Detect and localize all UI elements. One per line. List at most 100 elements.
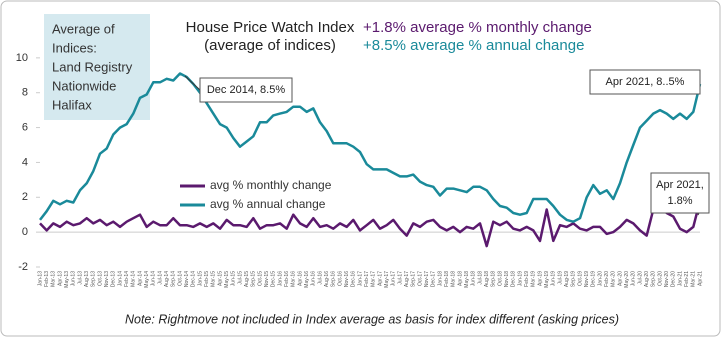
x-tick-label: Aug-14 <box>164 271 170 287</box>
x-tick-label: May-14 <box>144 271 150 288</box>
x-tick-label: Apr-20 <box>617 271 623 286</box>
x-tick-label: Mar-13 <box>51 271 57 287</box>
x-tick-label: Apr-17 <box>377 271 383 286</box>
info-text: Nationwide <box>52 78 116 93</box>
x-tick-label: Mar-16 <box>291 271 297 287</box>
x-tick-label: Apr-19 <box>537 271 543 286</box>
x-tick-label: Jul-14 <box>157 271 163 285</box>
x-tick-label: Jul-20 <box>637 271 643 285</box>
x-tick-label: Nov-17 <box>424 271 430 287</box>
x-tick-label: Nov-18 <box>504 271 510 287</box>
x-tick-label: Jul-15 <box>237 271 243 285</box>
x-tick-label: Jan-13 <box>37 271 43 287</box>
x-tick-label: May-13 <box>64 271 70 288</box>
chart-subtitle: (average of indices) <box>204 37 336 54</box>
x-tick-label: Nov-14 <box>184 271 190 287</box>
x-tick-label: Jul-19 <box>557 271 563 285</box>
x-tick-label: Aug-13 <box>84 271 90 287</box>
info-text: Average of <box>52 21 115 36</box>
x-tick-label: Feb-14 <box>124 271 130 287</box>
headline: +1.8% average % monthly change <box>363 19 592 36</box>
x-tick-label: Sep-13 <box>91 271 97 287</box>
x-tick-label: May-18 <box>464 271 470 288</box>
x-tick-label: Mar-18 <box>451 271 457 287</box>
x-tick-label: Nov-16 <box>344 271 350 287</box>
y-tick-label: -2 <box>18 261 28 273</box>
y-tick-label: 8 <box>22 87 28 99</box>
x-tick-label: Jan-16 <box>277 271 283 287</box>
headline: +8.5% average % annual change <box>363 37 584 54</box>
info-text: Land Registry <box>52 59 133 74</box>
legend-label: avg % annual change <box>210 197 326 211</box>
x-tick-label: Aug-17 <box>404 271 410 287</box>
annotation-box <box>199 77 293 103</box>
annotation-text: 1.8% <box>667 195 692 207</box>
x-tick-label: Oct-15 <box>257 271 263 286</box>
x-tick-label: Feb-13 <box>44 271 50 287</box>
x-tick-label: Mar-14 <box>131 271 137 287</box>
x-tick-label: Feb-18 <box>444 271 450 287</box>
x-tick-label: Aug-15 <box>244 271 250 287</box>
x-tick-label: Feb-17 <box>364 271 370 287</box>
x-tick-label: Dec-15 <box>271 271 277 287</box>
x-tick-label: Jun-17 <box>391 271 397 287</box>
x-tick-label: Mar-20 <box>611 271 617 287</box>
x-tick-label: May-16 <box>304 271 310 288</box>
x-tick-label: Sep-16 <box>331 271 337 287</box>
x-tick-label: Jun-20 <box>631 271 637 287</box>
annotation-box <box>650 172 710 214</box>
x-tick-label: Mar-15 <box>211 271 217 287</box>
annotation-text: Apr 2021, <box>656 179 704 191</box>
x-tick-label: May-20 <box>624 271 630 288</box>
x-tick-label: Aug-20 <box>644 271 650 287</box>
y-tick-label: 10 <box>16 52 28 64</box>
x-tick-label: Sep-19 <box>571 271 577 287</box>
y-tick-label: 0 <box>22 226 28 238</box>
x-tick-label: Nov-15 <box>264 271 270 287</box>
series-line <box>39 200 702 248</box>
x-tick-label: Oct-14 <box>177 271 183 286</box>
x-tick-label: Oct-18 <box>497 271 503 286</box>
x-tick-label: Apr-14 <box>137 271 143 286</box>
x-tick-label: Jan-20 <box>597 271 603 287</box>
x-tick-label: Feb-19 <box>524 271 530 287</box>
x-tick-label: Apr-21 <box>697 271 703 286</box>
x-tick-label: Apr-16 <box>297 271 303 286</box>
x-tick-label: Dec-19 <box>591 271 597 287</box>
x-tick-label: Dec-13 <box>111 271 117 287</box>
x-tick-label: Sep-17 <box>411 271 417 287</box>
x-tick-label: Sep-15 <box>251 271 257 287</box>
x-tick-label: Jul-17 <box>397 271 403 285</box>
x-tick-label: Oct-20 <box>657 271 663 286</box>
annotation-text: Apr 2021, 8..5% <box>606 76 685 88</box>
y-tick-label: 2 <box>22 191 28 203</box>
x-tick-label: Jun-19 <box>551 271 557 287</box>
x-tick-label: Feb-20 <box>604 271 610 287</box>
x-tick-label: May-15 <box>224 271 230 288</box>
info-text: Halifax <box>52 97 92 112</box>
note: Note: Rightmove not included in Index av… <box>125 312 619 326</box>
x-tick-label: Feb-16 <box>284 271 290 287</box>
x-tick-label: Sep-18 <box>491 271 497 287</box>
x-tick-label: Jan-17 <box>357 271 363 287</box>
x-tick-label: Mar-21 <box>691 271 697 287</box>
x-tick-label: Nov-20 <box>664 271 670 287</box>
x-tick-label: Feb-15 <box>204 271 210 287</box>
x-tick-label: May-17 <box>384 271 390 288</box>
x-tick-label: Oct-13 <box>97 271 103 286</box>
x-tick-label: Aug-18 <box>484 271 490 287</box>
x-tick-label: Dec-20 <box>671 271 677 287</box>
legend-label: avg % monthly change <box>210 178 332 192</box>
x-tick-label: Aug-19 <box>564 271 570 287</box>
x-tick-label: Jan-19 <box>517 271 523 287</box>
x-tick-label: Sep-20 <box>651 271 657 287</box>
x-tick-label: Dec-14 <box>191 271 197 287</box>
x-tick-label: Apr-15 <box>217 271 223 286</box>
x-tick-label: Oct-19 <box>577 271 583 286</box>
chart-title: House Price Watch Index <box>186 19 355 36</box>
x-tick-label: Jun-14 <box>151 271 157 287</box>
x-tick-label: Apr-18 <box>457 271 463 286</box>
x-tick-label: Oct-16 <box>337 271 343 286</box>
